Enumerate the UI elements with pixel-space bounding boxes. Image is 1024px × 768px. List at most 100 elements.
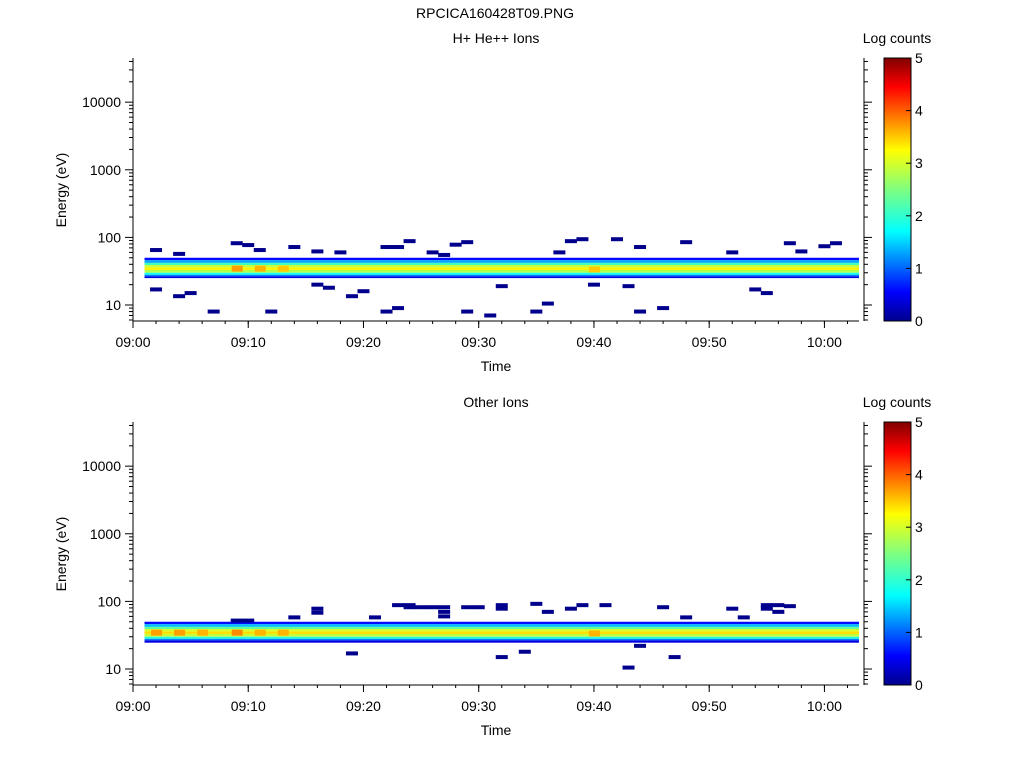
- count-event: [334, 250, 347, 255]
- count-event: [576, 237, 589, 242]
- band-level: [144, 265, 859, 268]
- count-event: [818, 244, 831, 249]
- y-axis-label: Energy (eV): [53, 517, 69, 592]
- count-event: [380, 245, 393, 250]
- count-event: [622, 284, 635, 289]
- count-event: [438, 605, 451, 610]
- count-event: [760, 291, 773, 296]
- count-event: [426, 605, 439, 610]
- x-tick-label: 09:30: [461, 698, 496, 714]
- x-tick-label: 10:00: [807, 698, 842, 714]
- panel-other-ions: Other Ions Energy (eV) Time 09:00 09:10 09…: [53, 394, 931, 738]
- count-event: [357, 289, 370, 294]
- y-axis-label: Energy (eV): [53, 153, 69, 228]
- count-event: [403, 603, 416, 608]
- count-event: [461, 605, 474, 610]
- hot-spot: [174, 629, 186, 636]
- band-level: [144, 260, 859, 263]
- count-event: [634, 643, 647, 648]
- count-event: [369, 615, 381, 620]
- colorbar: [883, 421, 912, 686]
- panel-title: H+ He++ Ions: [453, 30, 540, 46]
- count-event: [772, 609, 785, 614]
- count-event: [760, 603, 773, 608]
- y-tick-label: 100: [98, 593, 122, 609]
- colorbar-tick-label: 4: [915, 467, 923, 483]
- band-level: [144, 274, 859, 277]
- count-event: [311, 610, 324, 615]
- hot-spot: [254, 265, 266, 272]
- x-axis-label: Time: [481, 722, 512, 738]
- band-level: [144, 626, 859, 630]
- count-event: [599, 603, 612, 608]
- spectrogram-area: [144, 237, 859, 318]
- x-tick-label: 09:00: [115, 698, 150, 714]
- count-event: [541, 301, 554, 306]
- y-tick-label: 10: [105, 297, 121, 313]
- count-event: [495, 606, 508, 611]
- band-level: [144, 276, 859, 279]
- axes: 09:00 09:10 09:20 09:30 09:40 09:50 10:00 10 100…: [82, 58, 872, 350]
- panel-title: Other Ions: [463, 394, 528, 410]
- count-event: [150, 287, 163, 292]
- colorbar-label: Log counts: [863, 30, 932, 46]
- count-event: [564, 606, 577, 611]
- count-event: [680, 615, 693, 620]
- band-level: [144, 638, 859, 641]
- band-level: [144, 624, 859, 627]
- colorbar-tick-label: 2: [915, 572, 923, 588]
- y-tick-label: 10: [105, 661, 121, 677]
- y-tick-label: 100: [98, 229, 122, 245]
- count-event: [380, 309, 393, 314]
- hot-spot: [588, 266, 600, 273]
- colorbar-ticks: 0 1 2 3 4 5: [906, 50, 923, 329]
- x-tick-label: 09:30: [461, 334, 496, 350]
- colorbar-tick-label: 0: [915, 313, 923, 329]
- count-event: [288, 245, 301, 250]
- x-tick-label: 09:50: [692, 334, 727, 350]
- colorbar: [883, 57, 912, 322]
- count-event: [311, 606, 324, 611]
- x-tick-label: 09:00: [115, 334, 150, 350]
- colorbar-ticks: 0 1 2 3 4 5: [906, 414, 923, 693]
- count-event: [495, 655, 508, 660]
- colorbar-tick-label: 5: [915, 414, 923, 430]
- count-event: [311, 249, 324, 254]
- count-event: [253, 248, 266, 253]
- y-tick-label: 10000: [82, 94, 121, 110]
- count-event: [242, 243, 255, 248]
- page-title: RPCICA160428T09.PNG: [416, 5, 574, 21]
- count-event: [438, 609, 451, 614]
- count-event: [173, 251, 186, 256]
- colorbar-tick-label: 3: [915, 519, 923, 535]
- count-event: [749, 287, 762, 292]
- count-event: [392, 306, 405, 311]
- count-event: [345, 294, 358, 299]
- count-event: [495, 284, 508, 289]
- count-event: [449, 242, 462, 247]
- count-event: [230, 618, 243, 623]
- plot-frame: [133, 422, 859, 685]
- count-event: [415, 605, 428, 610]
- band-level: [144, 633, 859, 637]
- count-event: [472, 605, 485, 610]
- count-event: [587, 282, 600, 287]
- count-event: [611, 237, 623, 242]
- y-tick-label: 10000: [82, 458, 121, 474]
- band-level: [144, 272, 859, 275]
- hot-spot: [254, 629, 266, 636]
- x-tick-label: 09:40: [576, 334, 611, 350]
- hot-spot: [231, 629, 243, 636]
- count-event: [438, 614, 451, 619]
- colorbar-tick-label: 4: [915, 103, 923, 119]
- count-event: [403, 605, 416, 610]
- count-event: [737, 615, 750, 620]
- colorbar-label: Log counts: [863, 394, 932, 410]
- spectrogram-area: [144, 601, 859, 670]
- count-event: [461, 309, 474, 314]
- count-event: [403, 239, 416, 244]
- count-event: [634, 309, 647, 314]
- count-event: [438, 252, 451, 257]
- x-tick-label: 09:10: [231, 698, 266, 714]
